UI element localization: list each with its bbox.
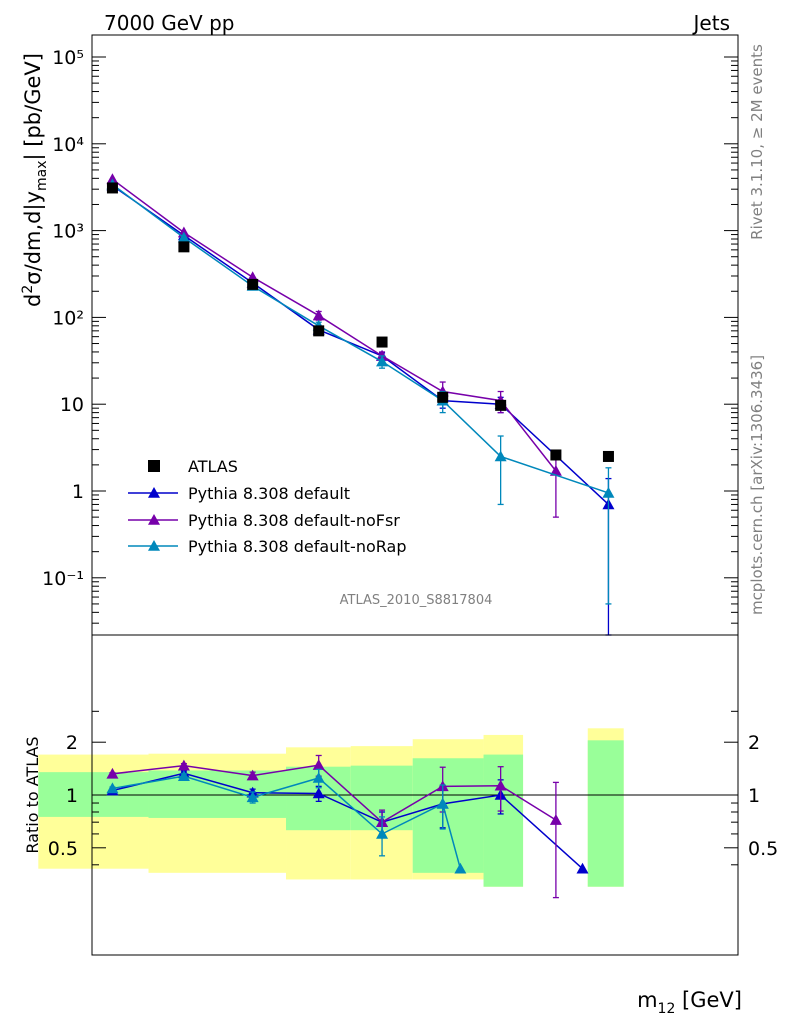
legend-label: Pythia 8.308 default-noRap bbox=[188, 537, 406, 556]
ratio-series-point bbox=[549, 814, 562, 825]
atlas-data-point bbox=[178, 241, 190, 253]
rivet-label: Rivet 3.1.10, ≥ 2M events bbox=[748, 44, 766, 240]
ratio-series-point bbox=[177, 770, 190, 781]
upper-ytick-label: 10³ bbox=[52, 221, 84, 243]
upper-ytick-label: 10⁵ bbox=[52, 47, 84, 69]
lower-panel: 0.5 0.5 1 1 2 2 Ratio to ATLAS m12 [GeV] bbox=[23, 634, 778, 1017]
legend-marker bbox=[148, 487, 160, 498]
ratio-band-green bbox=[483, 754, 524, 887]
x-axis-label: m12 [GeV] bbox=[637, 988, 742, 1017]
atlas-data-point bbox=[247, 278, 259, 290]
ratio-series-point bbox=[454, 862, 467, 874]
ratio-series-point bbox=[246, 791, 259, 803]
ratio-series-point bbox=[576, 862, 589, 874]
upper-series-line bbox=[112, 178, 557, 472]
ratio-series-point bbox=[106, 767, 119, 779]
upper-ylabel: d2σ/dm,d|ymax| [pb/GeV] bbox=[20, 53, 50, 307]
atlas-data-point bbox=[313, 325, 325, 337]
ratio-series-point bbox=[312, 759, 325, 770]
ratio-series-point bbox=[436, 797, 449, 809]
upper-ytick-label: 1 bbox=[72, 481, 84, 503]
legend-marker-atlas bbox=[148, 460, 160, 472]
upper-ytick-label: 10⁻¹ bbox=[42, 568, 84, 590]
upper-ytick-label: 10² bbox=[52, 307, 84, 329]
header-left: 7000 GeV pp bbox=[104, 11, 235, 35]
legend-marker bbox=[148, 540, 160, 551]
lower-ytick-label-left: 1 bbox=[66, 785, 78, 807]
upper-ticks: 10⁻¹ 1 10 10² 10³ 10⁴ 10⁵ bbox=[42, 47, 738, 624]
ratio-series-point bbox=[312, 772, 325, 783]
lower-ytick-label-right: 1 bbox=[748, 785, 760, 807]
lower-ylabel: Ratio to ATLAS bbox=[23, 736, 42, 853]
lower-series-layer bbox=[106, 754, 589, 899]
upper-ytick-label: 10 bbox=[60, 394, 84, 416]
upper-ytick-label: 10⁴ bbox=[52, 134, 84, 156]
ratio-series-point bbox=[177, 759, 190, 771]
ratio-series-point bbox=[494, 779, 507, 791]
upper-series-point bbox=[602, 486, 615, 498]
legend-marker bbox=[148, 514, 160, 525]
atlas-data-point bbox=[495, 399, 507, 411]
atlas-data-point bbox=[602, 450, 614, 462]
legend-label: ATLAS bbox=[188, 457, 238, 476]
upper-series-point bbox=[177, 231, 190, 243]
upper-series-line bbox=[112, 183, 609, 494]
atlas-data-point bbox=[437, 391, 449, 403]
ratio-series-line bbox=[112, 764, 557, 824]
atlas-data-point bbox=[550, 449, 562, 461]
analysis-id: ATLAS_2010_S8817804 bbox=[340, 593, 493, 608]
upper-series-point bbox=[549, 464, 562, 476]
legend-label: Pythia 8.308 default bbox=[188, 484, 350, 503]
ratio-band-green bbox=[412, 758, 484, 873]
header-right: Jets bbox=[692, 11, 730, 35]
lower-ytick-label-right: 0.5 bbox=[748, 838, 778, 860]
lower-ytick-label-left: 0.5 bbox=[48, 838, 78, 860]
atlas-data-point bbox=[376, 336, 388, 348]
ratio-bands bbox=[38, 728, 624, 887]
ratio-series-point bbox=[376, 827, 389, 839]
legend: ATLAS Pythia 8.308 default Pythia 8.308 de… bbox=[128, 457, 406, 556]
lower-ytick-label-right: 2 bbox=[748, 732, 760, 754]
ratio-series-point bbox=[312, 787, 325, 799]
lower-ytick-label-left: 2 bbox=[66, 732, 78, 754]
lower-ticks: 0.5 0.5 1 1 2 2 bbox=[48, 710, 778, 866]
ratio-series-point bbox=[106, 782, 119, 794]
ratio-series-line bbox=[112, 772, 584, 870]
ratio-series-point bbox=[246, 769, 259, 781]
upper-series-layer bbox=[106, 173, 615, 636]
atlas-data-point bbox=[106, 182, 118, 194]
upper-series-point bbox=[312, 309, 325, 321]
upper-series-point bbox=[494, 450, 507, 462]
legend-label: Pythia 8.308 default-noFsr bbox=[188, 511, 400, 530]
mcplots-label: mcplots.cern.ch [arXiv:1306.3436] bbox=[748, 355, 766, 615]
upper-series-point bbox=[376, 355, 389, 367]
ratio-band-green bbox=[587, 740, 624, 887]
